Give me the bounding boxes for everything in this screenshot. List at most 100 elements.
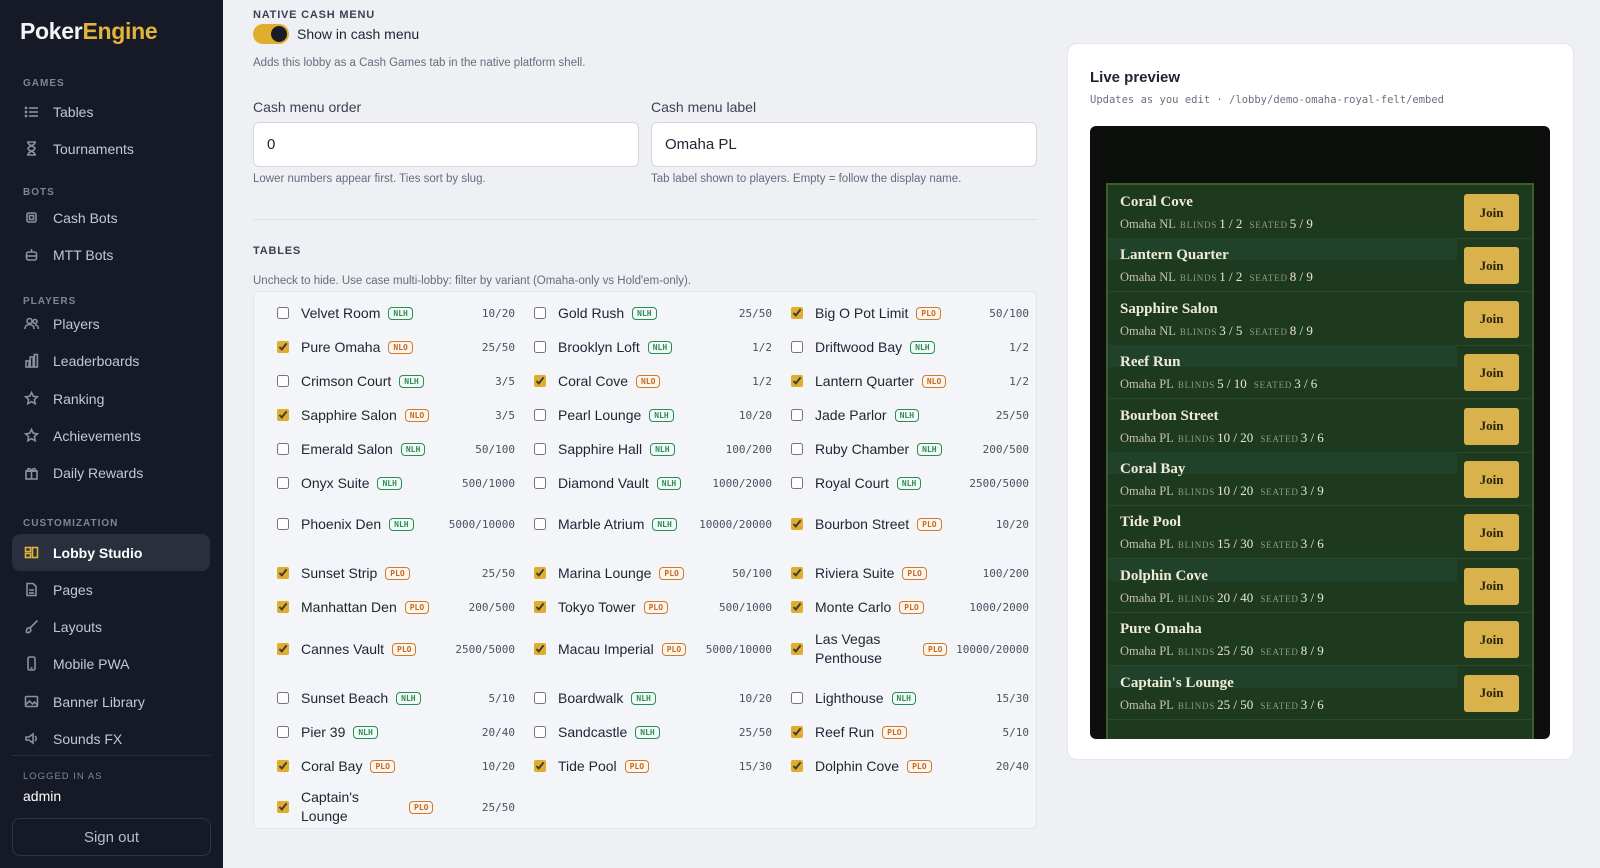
table-checkbox[interactable] [277, 760, 289, 772]
join-button[interactable]: Join [1464, 514, 1519, 552]
table-checkbox[interactable] [534, 477, 546, 489]
table-checkbox[interactable] [534, 518, 546, 530]
table-option[interactable]: Cannes Vault PLO 2500/5000 [275, 640, 515, 659]
sidebar-item-ranking[interactable]: Ranking [12, 380, 210, 417]
table-option[interactable]: Sunset Strip PLO 25/50 [275, 564, 515, 583]
table-checkbox[interactable] [791, 443, 803, 455]
table-option[interactable]: Reef Run PLO 5/10 [789, 723, 1029, 742]
table-option[interactable]: Gold Rush NLH 25/50 [532, 304, 772, 323]
table-option[interactable]: Las Vegas Penthouse PLO 10000/20000 [789, 630, 1029, 668]
cash-menu-label-input[interactable] [651, 122, 1037, 167]
table-checkbox[interactable] [791, 726, 803, 738]
table-checkbox[interactable] [277, 409, 289, 421]
join-button[interactable]: Join [1464, 407, 1519, 445]
table-checkbox[interactable] [277, 726, 289, 738]
table-checkbox[interactable] [277, 643, 289, 655]
sidebar-item-tournaments[interactable]: Tournaments [12, 130, 210, 167]
table-option[interactable]: Captain's Lounge PLO 25/50 [275, 788, 515, 826]
table-checkbox[interactable] [277, 307, 289, 319]
table-option[interactable]: Royal Court NLH 2500/5000 [789, 474, 1029, 493]
table-option[interactable]: Jade Parlor NLH 25/50 [789, 406, 1029, 425]
sidebar-item-leaderboards[interactable]: Leaderboards [12, 342, 210, 379]
sidebar-item-cash-bots[interactable]: Cash Bots [12, 199, 210, 236]
table-option[interactable]: Sapphire Salon NLO 3/5 [275, 406, 515, 425]
table-checkbox[interactable] [791, 567, 803, 579]
table-option[interactable]: Pure Omaha NLO 25/50 [275, 338, 515, 357]
sidebar-item-layouts[interactable]: Layouts [12, 608, 210, 645]
table-checkbox[interactable] [791, 409, 803, 421]
table-checkbox[interactable] [534, 307, 546, 319]
table-option[interactable]: Sunset Beach NLH 5/10 [275, 689, 515, 708]
table-checkbox[interactable] [277, 692, 289, 704]
table-option[interactable]: Riviera Suite PLO 100/200 [789, 564, 1029, 583]
table-option[interactable]: Velvet Room NLH 10/20 [275, 304, 515, 323]
table-checkbox[interactable] [277, 601, 289, 613]
table-option[interactable]: Bourbon Street PLO 10/20 [789, 515, 1029, 534]
table-option[interactable]: Coral Bay PLO 10/20 [275, 757, 515, 776]
table-option[interactable]: Pearl Lounge NLH 10/20 [532, 406, 772, 425]
table-option[interactable]: Driftwood Bay NLH 1/2 [789, 338, 1029, 357]
table-checkbox[interactable] [534, 375, 546, 387]
show-in-cash-menu-toggle[interactable] [253, 24, 289, 44]
table-option[interactable]: Tokyo Tower PLO 500/1000 [532, 598, 772, 617]
join-button[interactable]: Join [1464, 674, 1519, 712]
sidebar-item-tables[interactable]: Tables [12, 93, 210, 130]
table-checkbox[interactable] [277, 518, 289, 530]
join-button[interactable]: Join [1464, 247, 1519, 285]
sidebar-item-lobby-studio[interactable]: Lobby Studio [12, 534, 210, 571]
table-option[interactable]: Big O Pot Limit PLO 50/100 [789, 304, 1029, 323]
sidebar-item-players[interactable]: Players [12, 305, 210, 342]
table-checkbox[interactable] [534, 341, 546, 353]
join-button[interactable]: Join [1464, 567, 1519, 605]
sidebar-item-achievements[interactable]: Achievements [12, 417, 210, 454]
table-option[interactable]: Emerald Salon NLH 50/100 [275, 440, 515, 459]
table-option[interactable]: Phoenix Den NLH 5000/10000 [275, 515, 515, 534]
table-checkbox[interactable] [791, 518, 803, 530]
table-checkbox[interactable] [791, 692, 803, 704]
table-checkbox[interactable] [791, 643, 803, 655]
sidebar-item-mobile-pwa[interactable]: Mobile PWA [12, 645, 210, 682]
table-option[interactable]: Ruby Chamber NLH 200/500 [789, 440, 1029, 459]
table-checkbox[interactable] [277, 443, 289, 455]
table-option[interactable]: Onyx Suite NLH 500/1000 [275, 474, 515, 493]
table-checkbox[interactable] [534, 760, 546, 772]
table-option[interactable]: Manhattan Den PLO 200/500 [275, 598, 515, 617]
cash-menu-order-input[interactable] [253, 122, 639, 167]
table-option[interactable]: Tide Pool PLO 15/30 [532, 757, 772, 776]
table-checkbox[interactable] [791, 601, 803, 613]
table-checkbox[interactable] [277, 801, 289, 813]
table-option[interactable]: Monte Carlo PLO 1000/2000 [789, 598, 1029, 617]
join-button[interactable]: Join [1464, 194, 1519, 231]
table-checkbox[interactable] [791, 760, 803, 772]
table-checkbox[interactable] [791, 477, 803, 489]
table-checkbox[interactable] [534, 601, 546, 613]
table-option[interactable]: Pier 39 NLH 20/40 [275, 723, 515, 742]
table-checkbox[interactable] [534, 443, 546, 455]
sidebar-item-mtt-bots[interactable]: MTT Bots [12, 236, 210, 273]
table-option[interactable]: Dolphin Cove PLO 20/40 [789, 757, 1029, 776]
table-option[interactable]: Crimson Court NLH 3/5 [275, 372, 515, 391]
table-option[interactable]: Brooklyn Loft NLH 1/2 [532, 338, 772, 357]
sidebar-item-pages[interactable]: Pages [12, 571, 210, 608]
table-option[interactable]: Lighthouse NLH 15/30 [789, 689, 1029, 708]
join-button[interactable]: Join [1464, 461, 1519, 498]
table-checkbox[interactable] [791, 375, 803, 387]
table-checkbox[interactable] [534, 726, 546, 738]
table-option[interactable]: Marble Atrium NLH 10000/20000 [532, 515, 772, 534]
join-button[interactable]: Join [1464, 300, 1519, 338]
table-checkbox[interactable] [534, 692, 546, 704]
table-option[interactable]: Sapphire Hall NLH 100/200 [532, 440, 772, 459]
table-checkbox[interactable] [791, 307, 803, 319]
table-option[interactable]: Marina Lounge PLO 50/100 [532, 564, 772, 583]
sidebar-item-banner-library[interactable]: Banner Library [12, 683, 210, 720]
sidebar-item-daily-rewards[interactable]: Daily Rewards [12, 454, 210, 491]
table-checkbox[interactable] [277, 567, 289, 579]
table-option[interactable]: Diamond Vault NLH 1000/2000 [532, 474, 772, 493]
table-checkbox[interactable] [277, 375, 289, 387]
table-option[interactable]: Sandcastle NLH 25/50 [532, 723, 772, 742]
join-button[interactable]: Join [1464, 621, 1519, 659]
join-button[interactable]: Join [1464, 354, 1519, 392]
table-option[interactable]: Macau Imperial PLO 5000/10000 [532, 640, 772, 659]
table-option[interactable]: Lantern Quarter NLO 1/2 [789, 372, 1029, 391]
table-option[interactable]: Boardwalk NLH 10/20 [532, 689, 772, 708]
